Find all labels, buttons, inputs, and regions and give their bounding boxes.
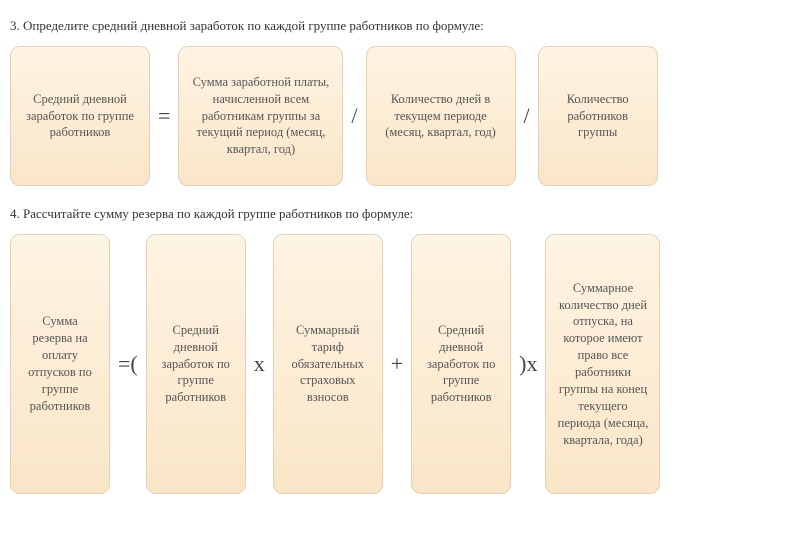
- equals-op: =: [156, 103, 172, 129]
- close-paren-multiply-op: )х: [517, 351, 539, 377]
- equals-paren-op: =(: [116, 351, 140, 377]
- avg-daily-earnings-box-2: Средний дневной заработок по группе рабо…: [146, 234, 246, 494]
- plus-op: +: [389, 351, 405, 377]
- insurance-tariff-box: Суммарный тариф обязатель­ных страховых …: [273, 234, 383, 494]
- formula-row-3: Средний дневной заработок по группе рабо…: [10, 46, 779, 186]
- multiply-op-1: х: [252, 351, 267, 377]
- divide-op-2: /: [522, 103, 532, 129]
- reserve-sum-box: Сумма резерва на оплату отпусков по груп…: [10, 234, 110, 494]
- section-4-heading: 4. Рассчитайте сумму резерва по каждой г…: [10, 206, 779, 222]
- formula-row-4: Сумма резерва на оплату отпусков по груп…: [10, 234, 779, 494]
- avg-daily-earnings-box: Средний дневной заработок по группе рабо…: [10, 46, 150, 186]
- section-3-heading: 3. Определите средний дневной заработок …: [10, 18, 779, 34]
- days-in-period-box: Количество дней в текущем периоде (месяц…: [366, 46, 516, 186]
- vacation-days-box: Суммарное количество дней отпуска, на ко…: [545, 234, 660, 494]
- divide-op-1: /: [349, 103, 359, 129]
- worker-count-box: Количество работников группы: [538, 46, 658, 186]
- total-salary-box: Сумма заработной платы, начисленной всем…: [178, 46, 343, 186]
- avg-daily-earnings-box-3: Средний дневной заработок по группе рабо…: [411, 234, 511, 494]
